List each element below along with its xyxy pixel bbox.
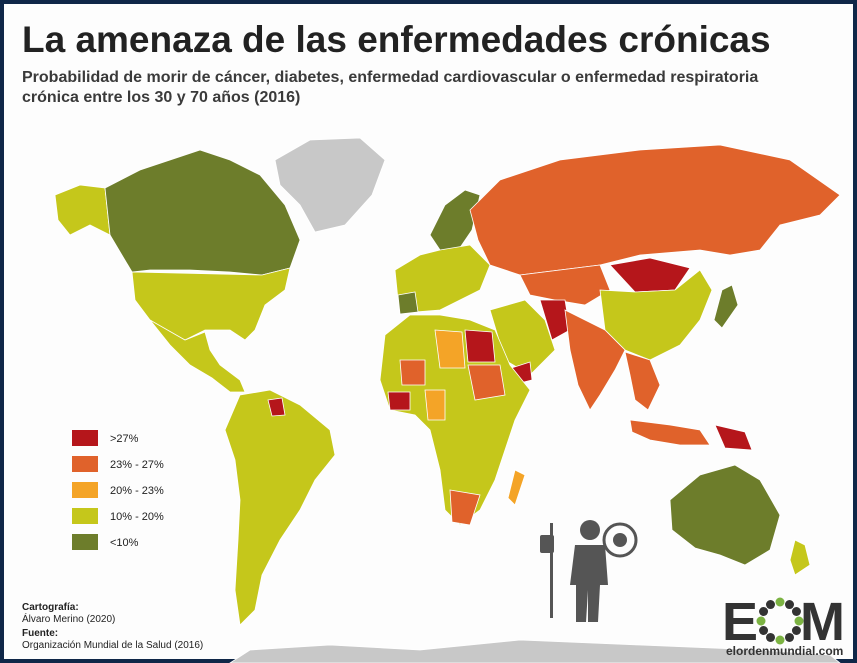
legend-label: <10%: [110, 537, 139, 549]
legend: >27% 23% - 27% 20% - 23% 10% - 20% <10%: [72, 430, 164, 550]
logo-ring: [756, 597, 804, 645]
country: [399, 359, 426, 386]
country: [519, 264, 611, 306]
logo-letter: E: [722, 592, 758, 652]
logo-dot: [775, 597, 785, 607]
legend-label: >27%: [110, 433, 139, 445]
country: [424, 389, 446, 421]
icon-virus: [602, 522, 638, 558]
country: [464, 329, 496, 363]
legend-label: 10% - 20%: [110, 511, 164, 523]
title: La amenaza de las enfermedades crónicas: [22, 19, 771, 60]
country: [714, 424, 753, 451]
country: [624, 351, 661, 411]
credit: Organización Mundial de la Salud (2016): [22, 640, 203, 651]
icon-virus-core: [613, 533, 627, 547]
country: [609, 257, 691, 293]
subtitle: crónica entre los 30 y 70 años (2016): [22, 89, 300, 106]
country: [104, 149, 301, 276]
country: [713, 284, 739, 329]
map: [54, 137, 841, 663]
country: [507, 469, 526, 506]
legend-swatch: [72, 534, 98, 550]
country: [224, 389, 336, 626]
legend-swatch: [72, 430, 98, 446]
logo-dot: [756, 616, 766, 626]
logo-dot: [759, 607, 769, 616]
country: [434, 329, 466, 369]
logo-dot: [794, 616, 804, 626]
country: [397, 291, 419, 315]
legend-swatch: [72, 508, 98, 524]
logo-dot: [785, 632, 794, 642]
logo-dot: [766, 600, 775, 610]
credit-label: Cartografía:: [22, 602, 79, 613]
greenland: [274, 137, 386, 233]
legend-swatch: [72, 456, 98, 472]
country: [387, 391, 411, 411]
subtitle: Probabilidad de morir de cáncer, diabete…: [22, 69, 758, 86]
country: [564, 309, 626, 411]
logo-dot: [775, 635, 785, 645]
logo: E M elordenmundial.com: [722, 592, 845, 658]
credit-label: Fuente:: [22, 628, 58, 639]
country: [449, 489, 481, 526]
country: [789, 539, 811, 576]
antarctica: [229, 639, 841, 663]
logo-dot: [766, 632, 775, 642]
logo-letter: M: [800, 592, 845, 652]
logo-dot: [759, 626, 769, 635]
logo-dot: [791, 626, 801, 635]
legend-label: 23% - 27%: [110, 459, 164, 471]
country: [149, 319, 246, 393]
logo-dot: [785, 600, 794, 610]
icon-pole: [550, 523, 553, 618]
legend-swatch: [72, 482, 98, 498]
logo-url: elordenmundial.com: [726, 644, 843, 658]
country: [629, 419, 711, 446]
country: [467, 364, 506, 401]
credit: Álvaro Merino (2020): [22, 612, 115, 625]
country: [267, 397, 286, 417]
logo-dot: [791, 607, 801, 616]
icon-head: [580, 520, 600, 540]
country: [54, 184, 111, 236]
icon: [540, 520, 638, 622]
legend-label: 20% - 23%: [110, 485, 164, 497]
icon-body: [570, 545, 608, 622]
country: [669, 464, 781, 566]
